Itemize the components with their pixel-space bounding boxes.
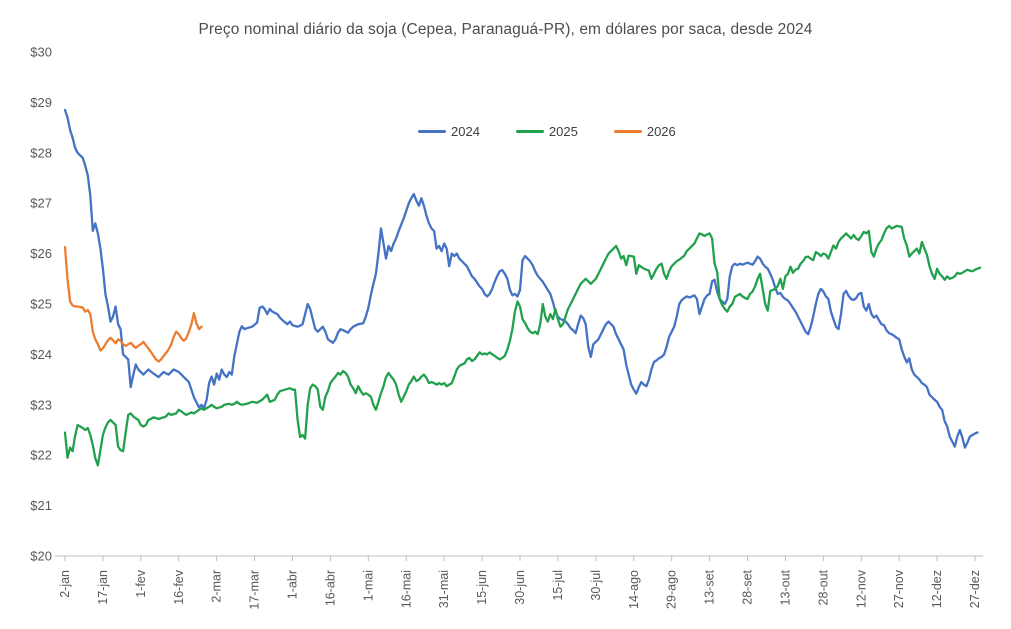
x-axis-tick-label: 2-mar (210, 570, 224, 603)
x-axis-tick-label: 29-ago (665, 570, 679, 609)
x-axis-tick-label: 16-fev (172, 569, 186, 604)
y-axis-tick-label: $27 (30, 196, 52, 211)
legend-item-2024: 2024 (418, 124, 480, 139)
y-axis-tick-label: $22 (30, 448, 52, 463)
x-axis-tick-label: 1-abr (286, 570, 300, 599)
legend-swatch-2024-icon (418, 130, 446, 133)
legend-label-2025: 2025 (548, 124, 578, 139)
y-axis-tick-label: $29 (30, 95, 52, 110)
x-axis-tick-label: 30-jun (513, 570, 527, 605)
series-line-2026 (63, 245, 203, 363)
x-axis-tick-label: 16-mai (399, 570, 413, 608)
series-line-2024 (63, 108, 979, 449)
x-axis-tick-label: 16-abr (323, 570, 337, 606)
y-axis-tick-label: $30 (30, 45, 52, 60)
y-axis-tick-label: $20 (30, 549, 52, 564)
x-axis-tick-label: 1-mai (361, 570, 375, 601)
x-axis-tick-label: 27-dez (968, 570, 982, 608)
x-axis-tick-label: 17-jan (96, 570, 110, 605)
x-axis-tick-label: 28-out (816, 569, 830, 605)
y-axis-tick-label: $28 (30, 145, 52, 160)
series-line-2025 (63, 224, 982, 467)
x-axis-tick-label: 14-ago (627, 570, 641, 609)
x-axis-tick-label: 12-dez (930, 570, 944, 608)
x-axis-tick-label: 28-set (741, 569, 755, 604)
x-axis-tick-label: 31-mai (437, 570, 451, 608)
y-axis-tick-label: $24 (30, 347, 52, 362)
legend-label-2026: 2026 (646, 124, 676, 139)
x-axis-tick-label: 30-jul (589, 570, 603, 601)
x-axis-tick-label: 13-out (778, 569, 792, 605)
x-axis-tick-label: 12-nov (854, 569, 868, 608)
x-axis-tick-label: 17-mar (248, 570, 262, 610)
x-axis-tick-label: 1-fev (134, 569, 148, 598)
x-axis-tick-label: 2-jan (58, 570, 72, 598)
legend-item-2026: 2026 (613, 124, 676, 139)
x-axis-tick-label: 15-jul (551, 570, 565, 601)
y-axis-tick-label: $26 (30, 246, 52, 261)
x-axis-tick-label: 27-nov (892, 569, 906, 608)
y-axis-tick-label: $23 (30, 397, 52, 412)
legend-label-2024: 2024 (451, 124, 480, 139)
legend: 2024 2025 2026 (418, 124, 676, 139)
x-axis-tick-label: 15-jun (475, 570, 489, 605)
y-axis-tick-label: $25 (30, 297, 52, 312)
x-axis-tick-label: 13-set (703, 569, 717, 604)
legend-item-2025: 2025 (515, 124, 578, 139)
y-axis-tick-label: $21 (30, 498, 52, 513)
legend-swatch-2025-icon (515, 130, 544, 133)
legend-swatch-2026-icon (613, 130, 642, 133)
chart-title: Preço nominal diário da soja (Cepea, Par… (198, 21, 813, 38)
